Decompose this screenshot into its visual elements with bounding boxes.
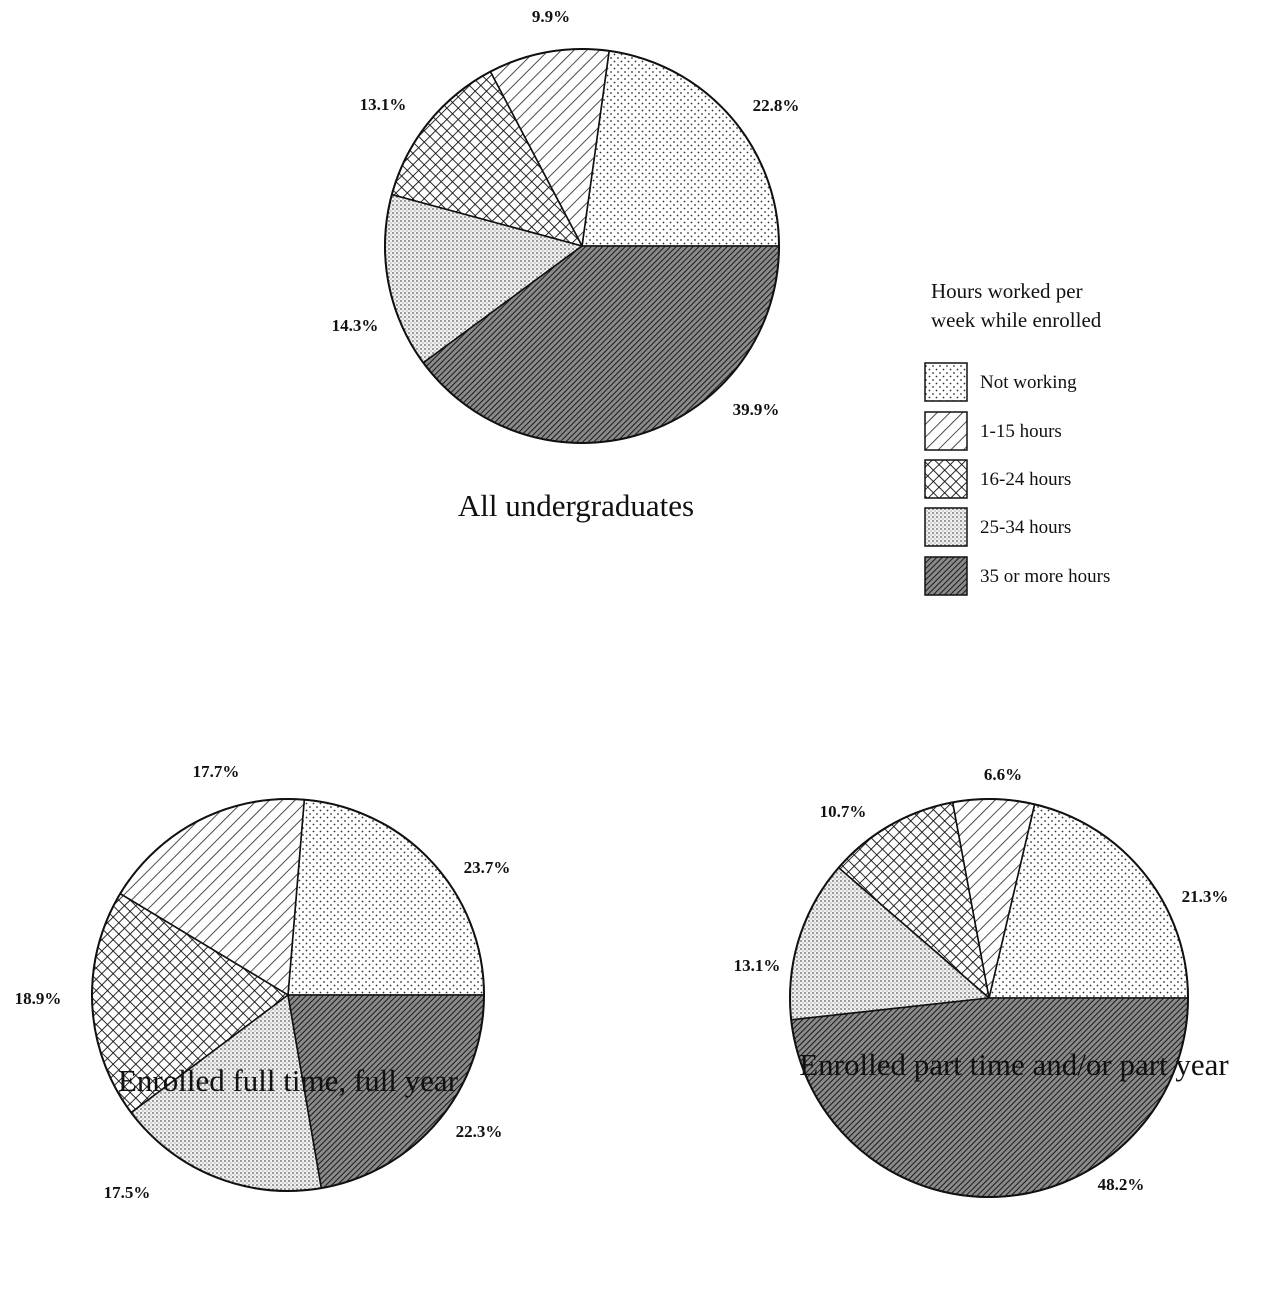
legend-label-not-working: Not working (980, 372, 1077, 393)
pie-label-all-undergraduates-not-working: 22.8% (753, 96, 800, 115)
pie-slice-all-undergraduates-not-working (581, 49, 780, 247)
pie-label-all-undergraduates-35-or-more-hours: 39.9% (733, 400, 780, 419)
legend-label-35-or-more-hours: 35 or more hours (980, 566, 1110, 587)
legend-item-25-34-hours: 25-34 hours (924, 507, 1071, 547)
pie-title-full-time-full-year: Enrolled full time, full year (118, 1063, 459, 1098)
pie-label-full-time-full-year-1-15-hours: 17.7% (193, 762, 240, 781)
legend-swatch-not-working (924, 362, 968, 402)
pie-label-full-time-full-year-35-or-more-hours: 22.3% (456, 1122, 503, 1141)
pie-label-part-time-part-year-16-24-hours: 10.7% (820, 802, 867, 821)
legend-swatch-16-24-hours (924, 459, 968, 499)
legend-label-1-15-hours: 1-15 hours (980, 421, 1062, 442)
pie-label-all-undergraduates-16-24-hours: 13.1% (360, 95, 407, 114)
pie-label-all-undergraduates-1-15-hours: 9.9% (532, 7, 570, 26)
pie-title-all-undergraduates: All undergraduates (458, 488, 694, 523)
pie-label-part-time-part-year-25-34-hours: 13.1% (734, 956, 781, 975)
pie-label-part-time-part-year-35-or-more-hours: 48.2% (1098, 1175, 1145, 1194)
pie-rim-full-time-full-year (91, 798, 485, 1192)
pie-all-undergraduates: 22.8% 9.9% 13.1% 14.3% 39.9% (332, 7, 800, 444)
legend-label-25-34-hours: 25-34 hours (980, 517, 1071, 538)
pie-label-all-undergraduates-25-34-hours: 14.3% (332, 316, 379, 335)
pie-label-full-time-full-year-25-34-hours: 17.5% (104, 1183, 151, 1202)
pie-slice-part-time-part-year-35-or-more-hours (790, 997, 1189, 1198)
pie-full-time-full-year: 23.7% 17.7% 18.9% 17.5% 22.3% (15, 762, 511, 1202)
pie-label-full-time-full-year-16-24-hours: 18.9% (15, 989, 62, 1008)
legend-item-not-working: Not working (924, 362, 1077, 402)
legend-item-35-or-more-hours: 35 or more hours (924, 556, 1110, 596)
legend-swatch-1-15-hours (924, 411, 968, 451)
legend-title-line1: Hours worked per (931, 279, 1083, 303)
legend-item-1-15-hours: 1-15 hours (924, 411, 1062, 451)
legend-swatch-25-34-hours (924, 507, 968, 547)
pie-label-full-time-full-year-not-working: 23.7% (464, 858, 511, 877)
pie-label-part-time-part-year-not-working: 21.3% (1182, 887, 1229, 906)
pie-label-part-time-part-year-1-15-hours: 6.6% (984, 765, 1022, 784)
legend-swatch-35-or-more-hours (924, 556, 968, 596)
pie-title-part-time-part-year: Enrolled part time and/or part year (799, 1047, 1229, 1082)
legend-label-16-24-hours: 16-24 hours (980, 469, 1071, 490)
legend-item-16-24-hours: 16-24 hours (924, 459, 1071, 499)
legend: Hours worked per week while enrolled Not… (924, 279, 1110, 596)
pie-part-time-part-year: 21.3% 6.6% 10.7% 13.1% 48.2% (734, 765, 1229, 1198)
pie-slice-full-time-full-year-not-working (287, 798, 485, 996)
pie-rim-part-time-part-year (789, 798, 1189, 1198)
legend-title-line2: week while enrolled (931, 308, 1102, 332)
pie-rim-all-undergraduates (384, 48, 780, 444)
